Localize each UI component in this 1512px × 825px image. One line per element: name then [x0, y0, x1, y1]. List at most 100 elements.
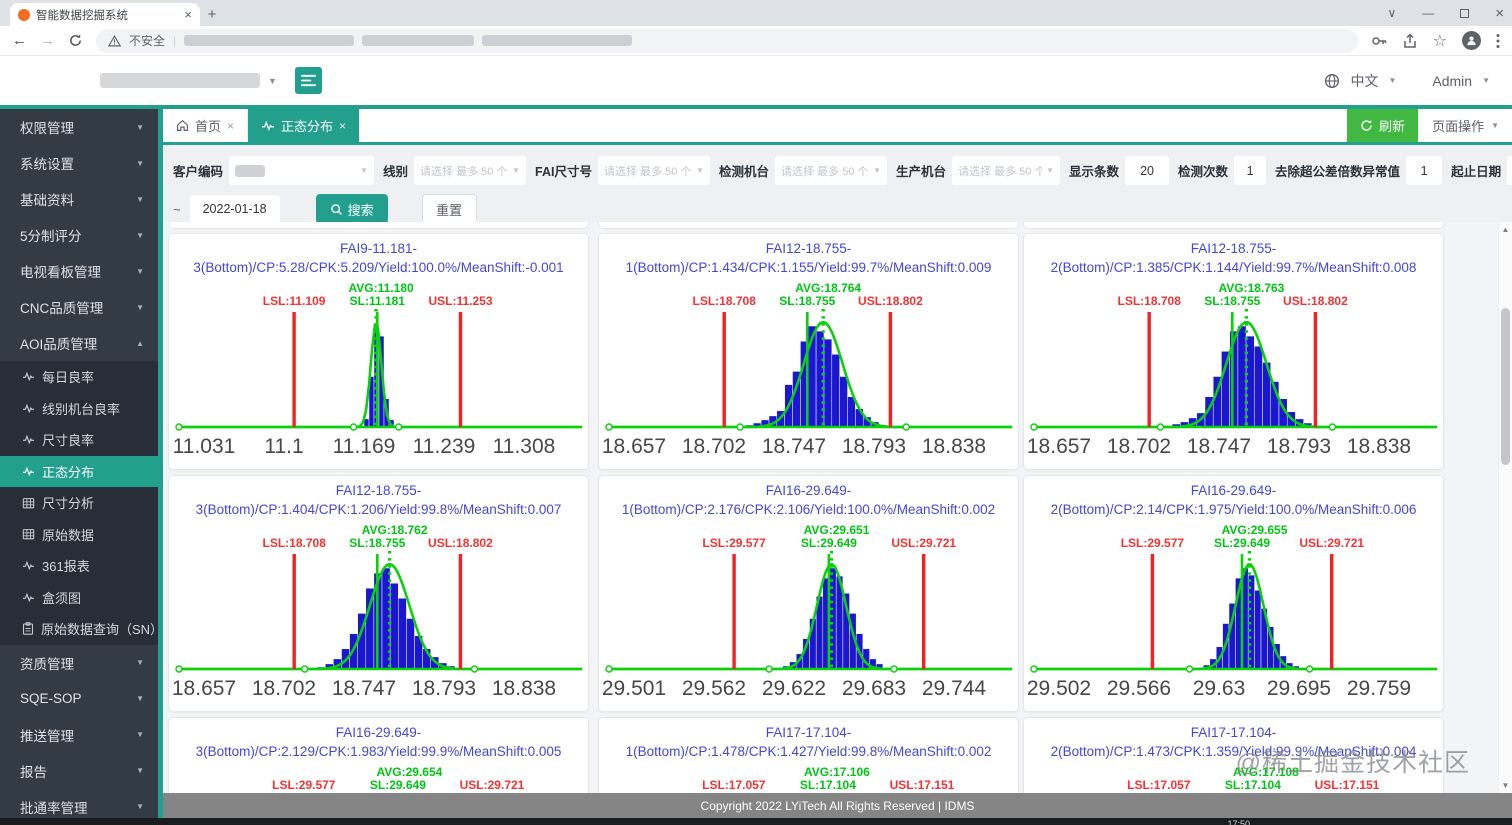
tab-close-icon[interactable]: × — [227, 118, 235, 133]
scrollbar-thumb[interactable] — [1501, 308, 1510, 465]
sidebar-item[interactable]: CNC品质管理 ▼ — [20, 301, 144, 316]
forward-icon[interactable]: → — [40, 32, 55, 49]
window-minimize-icon[interactable]: — — [1422, 6, 1435, 20]
search-button[interactable]: 搜索 — [315, 194, 388, 224]
tab-close-icon[interactable]: × — [339, 118, 347, 133]
sidebar-item[interactable]: 资质管理 ▼ — [20, 656, 144, 672]
app-title-caret-icon[interactable]: ▼ — [268, 75, 277, 86]
histogram-bar — [389, 582, 399, 670]
avg-label: AVG:29.651 — [804, 523, 870, 537]
chart-panel: FAI17-17.104- 2(Bottom)/CP:1.473/CPK:1.35… — [1023, 717, 1444, 793]
browser-tab[interactable]: 智能数据挖掘系统 × — [10, 3, 200, 26]
filter-select[interactable]: ▼ — [229, 156, 375, 185]
share-icon[interactable] — [1402, 32, 1418, 49]
avg-label: AVG:18.764 — [795, 281, 861, 295]
refresh-button[interactable]: 刷新 — [1347, 109, 1419, 142]
filter-select[interactable]: 请选择 最多 50 个 ▼ — [775, 156, 887, 185]
window-restore-icon[interactable] — [1460, 8, 1470, 18]
normal-curve — [607, 320, 1012, 429]
sidebar-item[interactable]: 系统设置 ▼ — [20, 157, 144, 172]
refresh-icon — [1361, 119, 1372, 131]
pulse-icon — [23, 403, 34, 413]
chart-title: FAI12-18.755- 1(Bottom)/CP:1.434/CPK:1.15… — [625, 241, 992, 275]
table-icon — [22, 497, 35, 509]
lsl-label: LSL:17.057 — [1127, 778, 1191, 792]
tab-search-chevron-icon[interactable]: ∨ — [1387, 6, 1397, 20]
sidebar-item[interactable]: 基础资料 ▼ — [20, 193, 144, 208]
sidebar-item[interactable]: 盒须图 — [0, 582, 158, 614]
sidebar-item[interactable]: 电视看板管理 ▼ — [20, 265, 144, 280]
filter-input[interactable]: 1 — [1406, 156, 1443, 185]
reload-icon[interactable] — [68, 33, 83, 48]
filter-input[interactable]: 20 — [1125, 156, 1170, 185]
filter-input[interactable]: 1 — [1234, 156, 1267, 185]
vertical-scrollbar[interactable]: ▲ ▼ — [1498, 222, 1512, 793]
chevron-down-icon: ▼ — [696, 166, 704, 175]
tab-close-icon[interactable]: × — [184, 7, 192, 22]
chart-title: FAI12-18.755- 2(Bottom)/CP:1.385/CPK:1.14… — [1050, 241, 1417, 275]
sidebar-nav: 权限管理 ▼ 系统设置 ▼ 基础资料 ▼ 5分制评分 ▼ 电视看板管理 ▼ CNC品质管理 ▼ AOI品… — [0, 109, 158, 818]
normal-curve — [1032, 321, 1437, 429]
scroll-down-icon[interactable]: ▼ — [1501, 781, 1510, 790]
tab-normal-distribution[interactable]: 正态分布 × — [248, 109, 361, 142]
profile-avatar[interactable] — [1462, 31, 1481, 50]
scroll-up-icon[interactable]: ▲ — [1501, 225, 1510, 234]
reset-button[interactable]: 重置 — [421, 194, 477, 224]
sidebar-item[interactable]: 原始数据 — [0, 519, 158, 551]
back-icon[interactable]: ← — [12, 32, 27, 49]
histogram-bar — [829, 567, 837, 670]
language-selector[interactable]: 中文 — [1350, 72, 1379, 89]
page-actions-dropdown[interactable]: 页面操作 ▼ — [1418, 109, 1512, 142]
filter-input[interactable]: 2021-04-01 — [1507, 156, 1512, 185]
axis-tick-label: 11.308 — [493, 435, 556, 458]
chevron-down-icon: ▼ — [136, 658, 144, 667]
filter-select[interactable]: 请选择 最多 50 个 ▼ — [414, 156, 527, 185]
user-menu[interactable]: Admin — [1432, 72, 1473, 89]
axis-tick-label: 11.1 — [264, 435, 303, 458]
window-close-icon[interactable]: × — [1495, 4, 1504, 22]
end-date-input[interactable]: 2022-01-18 — [189, 194, 280, 224]
new-tab-button[interactable]: + — [207, 6, 217, 23]
pulse-icon — [262, 120, 275, 131]
browser-menu-icon[interactable] — [1496, 33, 1500, 49]
bookmark-star-icon[interactable]: ☆ — [1432, 32, 1447, 50]
sidebar-item[interactable]: 原始数据查询（SN） — [0, 613, 158, 645]
filter-select[interactable]: 请选择 最多 50 个 ▼ — [952, 156, 1061, 185]
sidebar-item[interactable]: 5分制评分 ▼ — [20, 229, 144, 244]
chart-panel-clipped — [1023, 222, 1444, 229]
url-redacted-block — [184, 35, 355, 46]
sidebar-item[interactable]: 尺寸良率 — [0, 424, 158, 456]
sidebar-item[interactable]: 每日良率 — [0, 361, 158, 393]
sidebar-item[interactable]: 线别机台良率 — [0, 393, 158, 425]
sidebar-item[interactable]: 361报表 — [0, 550, 158, 582]
sidebar-item[interactable]: 正态分布 — [0, 455, 158, 487]
pulse-icon — [23, 560, 34, 571]
sidebar-item[interactable]: 尺寸分析 — [0, 487, 158, 519]
sidebar-item[interactable]: AOI品质管理 ▲ — [20, 337, 144, 352]
filter-select[interactable]: 请选择 最多 50 个 ▼ — [597, 156, 710, 185]
curve-endpoint-marker — [1305, 665, 1314, 673]
password-key-icon[interactable] — [1371, 33, 1387, 49]
tab-home[interactable]: 首页 × — [163, 109, 249, 142]
sidebar-item[interactable]: 批通率管理 ▼ — [20, 800, 144, 816]
sidebar-item[interactable]: SQE-SOP ▼ — [20, 691, 144, 706]
usl-label: USL:29.721 — [891, 536, 956, 550]
sidebar-item[interactable]: 报告 ▼ — [20, 764, 144, 780]
sidebar-item[interactable]: 推送管理 ▼ — [20, 728, 144, 744]
taskbar-strip: 17:50 — [0, 818, 1512, 825]
sidebar-item[interactable]: 权限管理 ▼ — [20, 121, 144, 136]
filter-label: 线别 — [383, 165, 409, 179]
chart-panel: FAI16-29.649- 1(Bottom)/CP:2.176/CPK:2.10… — [598, 475, 1019, 712]
sidebar-collapse-button[interactable] — [294, 67, 322, 94]
url-field[interactable]: 不安全 | — [96, 28, 1358, 53]
histogram-bar — [831, 354, 840, 428]
